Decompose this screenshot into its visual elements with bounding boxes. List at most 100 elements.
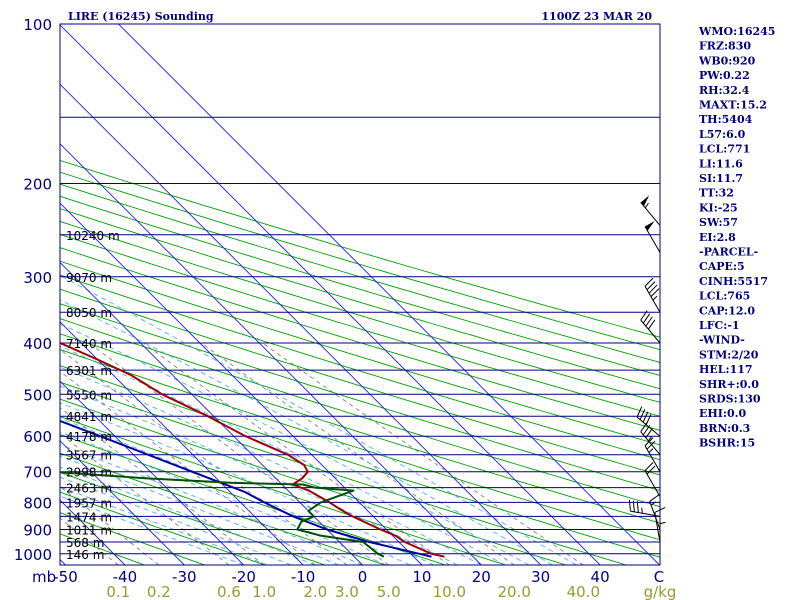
mixing-ratio-line — [60, 432, 230, 565]
temperature-tick-label: 40 — [591, 568, 610, 586]
index-value: L57:6.0 — [699, 128, 746, 141]
mixing-ratio-line — [200, 342, 515, 565]
dry-adiabat — [60, 195, 660, 376]
index-value: MAXT:15.2 — [699, 99, 767, 112]
mixing-ratio-unit-label: g/kg — [644, 583, 677, 600]
index-value: CAP:12.0 — [699, 304, 755, 317]
dry-adiabat — [60, 220, 660, 403]
mixing-ratio-label: 40.0 — [567, 583, 600, 600]
isotherm — [60, 202, 423, 565]
dry-adiabat — [60, 247, 660, 431]
dry-adiabat — [60, 365, 660, 558]
height-label: 4841 m — [66, 410, 112, 424]
dry-adiabat — [60, 318, 660, 508]
height-label: 7140 m — [66, 337, 112, 351]
mixing-ratio-label: 0.6 — [217, 583, 241, 600]
wind-barb — [640, 310, 661, 344]
temperature-tick-label: 0 — [358, 568, 368, 586]
moist-adiabat — [60, 495, 244, 565]
dry-adiabat — [60, 512, 205, 565]
pressure-tick-label: 600 — [23, 428, 52, 446]
index-value: BRN:0.3 — [699, 422, 750, 435]
wind-barb — [640, 195, 661, 226]
mixing-ratio-label: 5.0 — [377, 583, 401, 600]
wind-barbs — [628, 195, 666, 554]
index-value: RH:32.4 — [699, 84, 750, 97]
isotherm — [60, 261, 363, 565]
height-label: 568 m — [66, 536, 104, 550]
wind-barb — [636, 406, 661, 437]
temperature-tick-label: -10 — [291, 568, 316, 586]
dry-adiabat — [60, 159, 660, 338]
mixing-ratio-label: 10.0 — [433, 583, 466, 600]
mixing-ratio-line — [60, 348, 348, 565]
height-label: 4178 m — [66, 430, 112, 444]
chart-time: 1100Z 23 MAR 20 — [541, 10, 652, 23]
dry-adiabat — [60, 183, 660, 363]
index-value: LCL:771 — [699, 143, 750, 156]
index-value: CINH:5517 — [699, 275, 768, 288]
index-value: FRZ:830 — [699, 40, 751, 53]
index-value: WB0:920 — [698, 54, 756, 67]
temperature-tick-label: -40 — [113, 568, 138, 586]
pressure-tick-label: 800 — [23, 494, 52, 512]
pressure-tick-label: 400 — [23, 335, 52, 353]
dry-adiabat — [60, 452, 386, 565]
isotherm — [60, 143, 482, 565]
index-value: LCL:765 — [699, 290, 750, 303]
temperature-tick-label: 10 — [412, 568, 431, 586]
moist-adiabat — [60, 486, 268, 565]
dry-adiabat — [60, 171, 660, 351]
moist-adiabat — [60, 366, 482, 565]
isotherm — [60, 321, 304, 565]
isotherm — [118, 24, 660, 565]
pressure-tick-label: 500 — [23, 386, 52, 404]
pressure-tick-label: 700 — [23, 464, 52, 482]
temperature-tick-label: 30 — [531, 568, 550, 586]
wind-barb — [644, 221, 661, 253]
index-value: CAPE:5 — [699, 260, 745, 273]
wind-barb — [628, 499, 661, 517]
height-label: 1011 m — [66, 524, 112, 538]
height-label: 2463 m — [66, 482, 112, 496]
dry-adiabat — [60, 260, 660, 446]
temperature-unit-label: C — [654, 568, 664, 586]
temperature-trace — [60, 341, 445, 558]
plot-frame — [59, 23, 661, 566]
moist-adiabat — [60, 299, 553, 565]
index-value: -PARCEL- — [699, 246, 758, 259]
temperature-tick-label: 20 — [472, 568, 491, 586]
dry-adiabat — [60, 471, 326, 565]
moist-adiabat — [60, 345, 506, 565]
mixing-ratio-label: 3.0 — [335, 583, 359, 600]
height-label: 9070 m — [66, 271, 112, 285]
pressure-unit-label: mb — [32, 568, 56, 586]
dry-adiabat — [60, 333, 660, 524]
mixing-ratio-label: 2.0 — [303, 583, 327, 600]
dry-adiabat — [60, 233, 660, 417]
dewpoint-trace — [60, 471, 385, 558]
index-value: EHI:0.0 — [699, 407, 746, 420]
dry-adiabat — [60, 303, 660, 492]
index-value: LFC:-1 — [699, 319, 740, 332]
moist-adiabat — [60, 476, 292, 565]
height-label: 8050 m — [66, 306, 112, 320]
mixing-ratio-label: 0.2 — [147, 583, 171, 600]
dry-adiabat — [60, 434, 446, 565]
mixing-ratio-label: 20.0 — [497, 583, 530, 600]
dry-adiabat — [60, 398, 567, 565]
index-value: TT:32 — [699, 187, 734, 200]
index-value: BSHR:15 — [699, 437, 755, 450]
pressure-tick-label: 1000 — [14, 546, 52, 564]
wind-barb — [644, 277, 661, 313]
chart-title: LIRE (16245) Sounding — [68, 10, 214, 23]
mixing-ratio-line — [143, 342, 450, 565]
mixing-ratio-line — [60, 485, 160, 565]
index-value: STM:2/20 — [699, 348, 759, 361]
dry-adiabat — [60, 348, 660, 541]
index-value: SRDS:130 — [699, 393, 761, 406]
moist-adiabat — [60, 385, 458, 565]
